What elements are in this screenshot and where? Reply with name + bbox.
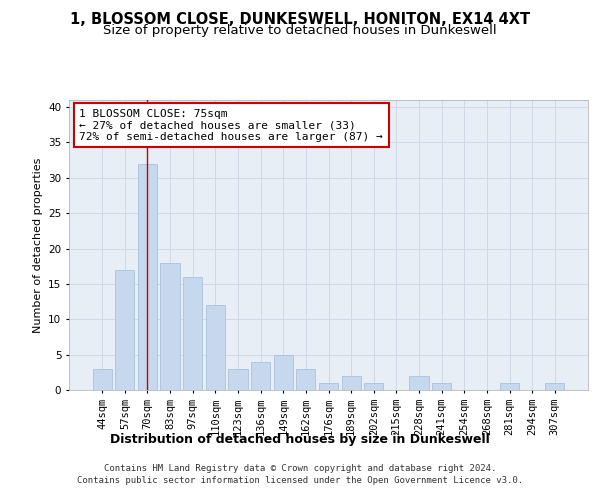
Bar xyxy=(206,305,225,390)
Bar xyxy=(92,369,112,390)
Bar xyxy=(229,369,248,390)
Bar xyxy=(500,383,519,390)
Bar xyxy=(251,362,270,390)
Y-axis label: Number of detached properties: Number of detached properties xyxy=(32,158,43,332)
Bar xyxy=(341,376,361,390)
Text: Size of property relative to detached houses in Dunkeswell: Size of property relative to detached ho… xyxy=(103,24,497,37)
Text: 1, BLOSSOM CLOSE, DUNKESWELL, HONITON, EX14 4XT: 1, BLOSSOM CLOSE, DUNKESWELL, HONITON, E… xyxy=(70,12,530,28)
Text: Contains HM Land Registry data © Crown copyright and database right 2024.: Contains HM Land Registry data © Crown c… xyxy=(104,464,496,473)
Bar xyxy=(138,164,157,390)
Bar xyxy=(296,369,316,390)
Bar xyxy=(409,376,428,390)
Bar xyxy=(183,277,202,390)
Text: 1 BLOSSOM CLOSE: 75sqm
← 27% of detached houses are smaller (33)
72% of semi-det: 1 BLOSSOM CLOSE: 75sqm ← 27% of detached… xyxy=(79,108,383,142)
Bar xyxy=(545,383,565,390)
Text: Contains public sector information licensed under the Open Government Licence v3: Contains public sector information licen… xyxy=(77,476,523,485)
Bar xyxy=(274,354,293,390)
Bar xyxy=(432,383,451,390)
Text: Distribution of detached houses by size in Dunkeswell: Distribution of detached houses by size … xyxy=(110,432,490,446)
Bar xyxy=(160,262,180,390)
Bar xyxy=(115,270,134,390)
Bar xyxy=(319,383,338,390)
Bar xyxy=(364,383,383,390)
